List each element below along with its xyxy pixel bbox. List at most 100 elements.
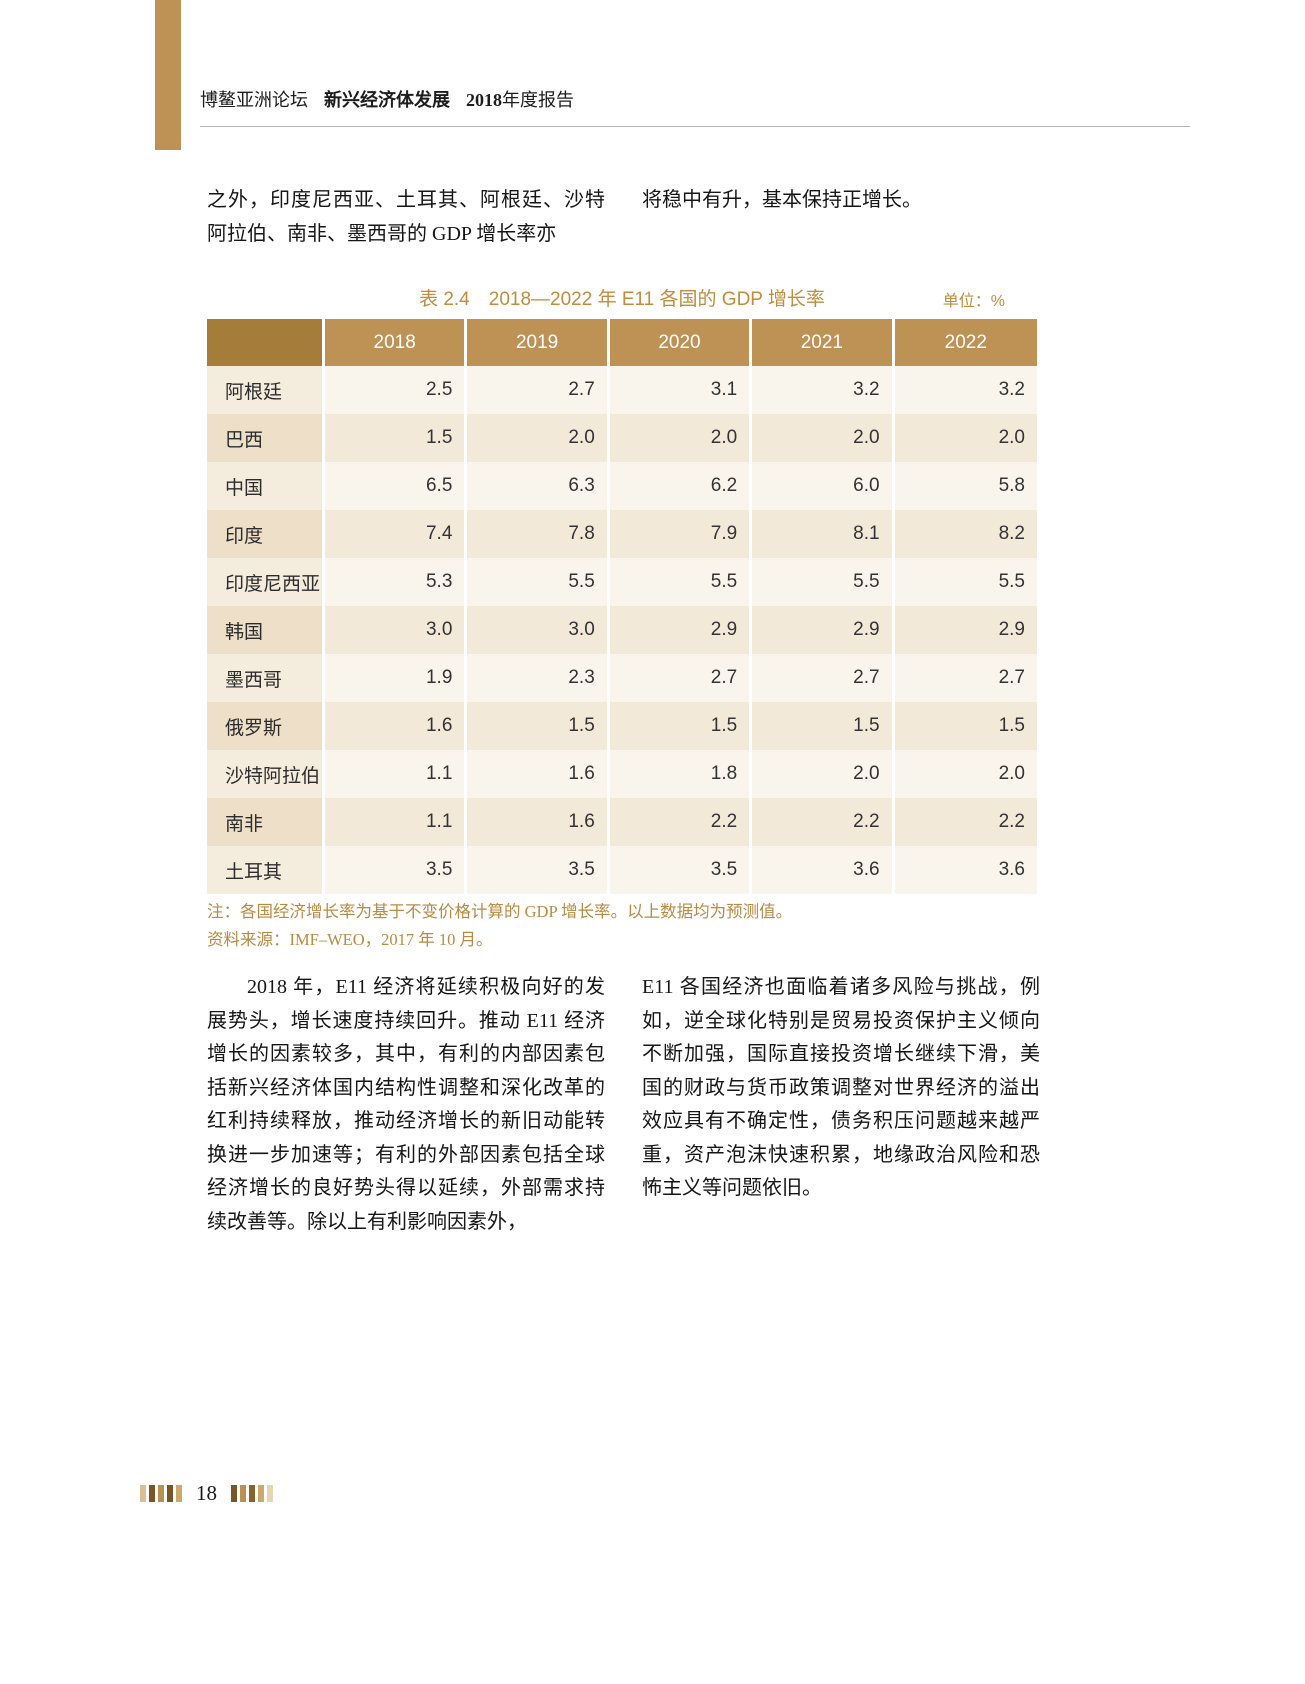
value-cell: 2.3: [467, 654, 610, 702]
footer-bar: [140, 1485, 146, 1502]
value-cell: 5.8: [894, 462, 1037, 510]
year-header-cell: 2019: [467, 319, 610, 366]
table-row: 沙特阿拉伯 1.1 1.6 1.8 2.0 2.0: [207, 750, 1037, 798]
value-cell: 1.6: [467, 798, 610, 846]
value-cell: 6.5: [325, 462, 468, 510]
value-cell: 2.7: [609, 654, 753, 702]
table-corner-cell: [207, 319, 325, 366]
value-cell: 3.5: [467, 846, 610, 894]
value-cell: 1.5: [609, 702, 753, 750]
gdp-table-header-row: 2018 2019 2020 2021 2022: [207, 319, 1037, 366]
table-note: 注：各国经济增长率为基于不变价格计算的 GDP 增长率。以上数据均为预测值。: [207, 902, 793, 921]
value-cell: 8.2: [894, 510, 1037, 558]
table-source: 资料来源：IMF–WEO，2017 年 10 月。: [207, 930, 493, 949]
value-cell: 3.2: [894, 366, 1037, 414]
year-header-cell: 2018: [325, 319, 468, 366]
footer-bar: [167, 1485, 173, 1502]
footer-bar: [231, 1485, 237, 1502]
country-cell: 韩国: [207, 606, 325, 654]
intro-left-paragraph: 之外，印度尼西亚、土耳其、阿根廷、沙特阿拉伯、南非、墨西哥的 GDP 增长率亦: [207, 189, 605, 245]
country-cell: 俄罗斯: [207, 702, 325, 750]
corner-accent-bar: [155, 0, 181, 150]
table-row: 巴西 1.5 2.0 2.0 2.0 2.0: [207, 414, 1037, 462]
intro-text: 之外，印度尼西亚、土耳其、阿根廷、沙特阿拉伯、南非、墨西哥的 GDP 增长率亦 …: [207, 183, 1040, 251]
table-caption: 表 2.4 2018—2022 年 E11 各国的 GDP 增长率: [419, 289, 825, 310]
country-cell: 南非: [207, 798, 325, 846]
value-cell: 3.5: [609, 846, 753, 894]
value-cell: 2.0: [752, 750, 895, 798]
forum-brand: 博鳌亚洲论坛: [200, 90, 308, 110]
value-cell: 1.1: [325, 798, 468, 846]
value-cell: 1.5: [467, 702, 610, 750]
report-series-title: 新兴经济体发展: [324, 90, 450, 110]
value-cell: 3.6: [894, 846, 1037, 894]
value-cell: 6.2: [609, 462, 753, 510]
value-cell: 5.5: [752, 558, 895, 606]
value-cell: 2.7: [894, 654, 1037, 702]
value-cell: 2.9: [894, 606, 1037, 654]
page-number: 18: [196, 1481, 217, 1505]
body-text: 2018 年，E11 经济将延续积极向好的发展势头，增长速度持续回升。推动 E1…: [207, 971, 1040, 1239]
table-row: 墨西哥 1.9 2.3 2.7 2.7 2.7: [207, 654, 1037, 702]
country-cell: 印度尼西亚: [207, 558, 325, 606]
footer-bar: [176, 1485, 182, 1502]
value-cell: 3.0: [325, 606, 468, 654]
value-cell: 3.2: [752, 366, 895, 414]
table-notes: 注：各国经济增长率为基于不变价格计算的 GDP 增长率。以上数据均为预测值。 资…: [207, 898, 1037, 954]
value-cell: 3.6: [752, 846, 895, 894]
table-row: 印度尼西亚 5.3 5.5 5.5 5.5 5.5: [207, 558, 1037, 606]
value-cell: 6.0: [752, 462, 895, 510]
body-left-paragraph: 2018 年，E11 经济将延续积极向好的发展势头，增长速度持续回升。推动 E1…: [207, 976, 605, 1233]
value-cell: 2.0: [752, 414, 895, 462]
country-cell: 中国: [207, 462, 325, 510]
year-header-cell: 2021: [752, 319, 895, 366]
value-cell: 2.7: [752, 654, 895, 702]
table-row: 韩国 3.0 3.0 2.9 2.9 2.9: [207, 606, 1037, 654]
value-cell: 1.9: [325, 654, 468, 702]
country-cell: 墨西哥: [207, 654, 325, 702]
report-year: 2018: [466, 90, 502, 110]
footer-bar: [149, 1485, 155, 1502]
country-cell: 沙特阿拉伯: [207, 750, 325, 798]
value-cell: 1.1: [325, 750, 468, 798]
footer-bar: [258, 1485, 264, 1502]
value-cell: 2.0: [894, 414, 1037, 462]
value-cell: 1.6: [467, 750, 610, 798]
value-cell: 2.2: [894, 798, 1037, 846]
table-caption-row: 表 2.4 2018—2022 年 E11 各国的 GDP 增长率 单位：%: [207, 284, 1037, 310]
country-cell: 土耳其: [207, 846, 325, 894]
country-cell: 巴西: [207, 414, 325, 462]
value-cell: 2.0: [467, 414, 610, 462]
value-cell: 2.2: [609, 798, 753, 846]
table-unit-label: 单位：%: [942, 293, 1005, 310]
value-cell: 7.8: [467, 510, 610, 558]
report-year-title: 2018年度报告: [466, 90, 574, 110]
value-cell: 3.5: [325, 846, 468, 894]
value-cell: 2.5: [325, 366, 468, 414]
value-cell: 8.1: [752, 510, 895, 558]
body-right-paragraph: E11 各国经济也面临着诸多风险与挑战，例如，逆全球化特别是贸易投资保护主义倾向…: [642, 976, 1040, 1199]
value-cell: 3.0: [467, 606, 610, 654]
table-row: 南非 1.1 1.6 2.2 2.2 2.2: [207, 798, 1037, 846]
value-cell: 6.3: [467, 462, 610, 510]
gdp-table-body: 阿根廷 2.5 2.7 3.1 3.2 3.2 巴西 1.5 2.0 2.0 2.0 2.0 中国 6.5…: [207, 366, 1037, 894]
page-footer: 18: [140, 1481, 273, 1506]
value-cell: 5.5: [894, 558, 1037, 606]
value-cell: 2.7: [467, 366, 610, 414]
footer-bars-right: [231, 1485, 273, 1502]
footer-bar: [267, 1485, 273, 1502]
page-header: 博鳌亚洲论坛 新兴经济体发展 2018年度报告: [200, 86, 1190, 127]
report-year-suffix: 年度报告: [502, 90, 574, 110]
value-cell: 5.3: [325, 558, 468, 606]
table-row: 印度 7.4 7.8 7.9 8.1 8.2: [207, 510, 1037, 558]
value-cell: 1.8: [609, 750, 753, 798]
value-cell: 1.5: [894, 702, 1037, 750]
intro-right-paragraph: 将稳中有升，基本保持正增长。: [642, 189, 922, 211]
value-cell: 7.4: [325, 510, 468, 558]
value-cell: 3.1: [609, 366, 753, 414]
footer-bar: [240, 1485, 246, 1502]
value-cell: 2.9: [752, 606, 895, 654]
value-cell: 5.5: [609, 558, 753, 606]
footer-bar: [158, 1485, 164, 1502]
